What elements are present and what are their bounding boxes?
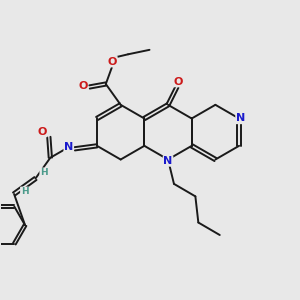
Text: N: N: [164, 156, 173, 166]
Text: H: H: [21, 187, 28, 196]
Text: O: O: [38, 127, 47, 136]
Text: N: N: [64, 142, 74, 152]
Text: O: O: [78, 81, 88, 92]
Text: O: O: [108, 57, 117, 67]
Text: N: N: [236, 113, 245, 124]
Text: O: O: [174, 76, 183, 87]
Text: H: H: [40, 168, 48, 177]
